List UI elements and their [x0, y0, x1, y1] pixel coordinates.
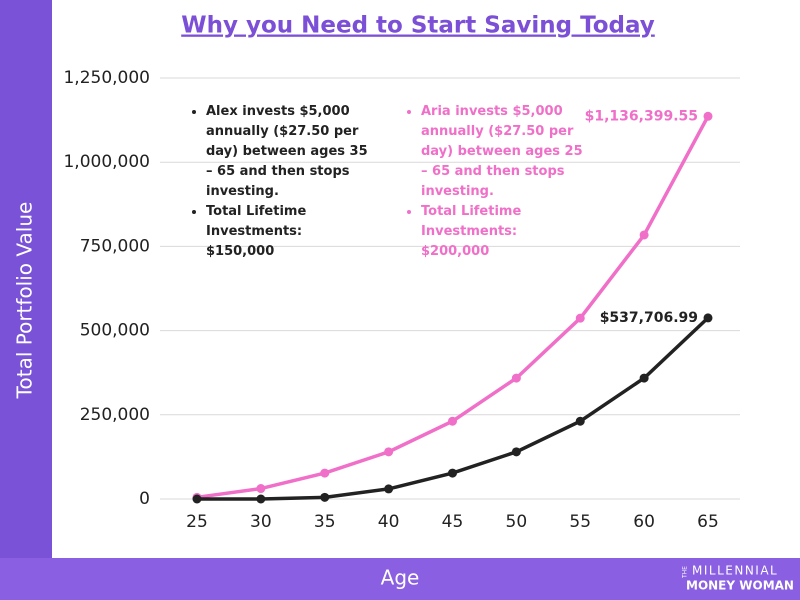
x-tick-label: 60 — [633, 512, 655, 532]
data-point — [192, 494, 202, 504]
note-list: Aria invests $5,000 annually ($27.50 per… — [405, 102, 585, 262]
y-tick-label: 250,000 — [80, 405, 150, 425]
data-point — [639, 230, 649, 240]
left-band — [0, 0, 52, 600]
x-tick-label: 40 — [378, 512, 400, 532]
x-tick-label: 25 — [186, 512, 208, 532]
data-point — [320, 492, 330, 502]
data-point — [320, 468, 330, 478]
note-item: Alex invests $5,000 annually ($27.50 per… — [206, 102, 370, 202]
data-point — [448, 416, 457, 426]
data-point — [575, 313, 585, 323]
note-block: Alex invests $5,000 annually ($27.50 per… — [190, 102, 370, 262]
value-label: $1,136,399.55 — [585, 108, 698, 124]
y-axis-label: Total Portfolio Value — [13, 202, 37, 400]
x-tick-label: 30 — [250, 512, 272, 532]
data-point — [639, 373, 649, 383]
data-point — [384, 484, 394, 494]
data-point — [703, 111, 713, 121]
data-point — [575, 416, 585, 426]
data-point — [703, 313, 713, 323]
chart-title: Why you Need to Start Saving Today — [181, 13, 655, 39]
y-tick-label: 0 — [139, 489, 150, 509]
x-axis-label: Age — [381, 566, 420, 590]
data-point — [511, 373, 521, 383]
data-point — [511, 447, 521, 457]
note-item: Aria invests $5,000 annually ($27.50 per… — [421, 102, 585, 202]
data-point — [384, 447, 394, 457]
value-label: $537,706.99 — [600, 310, 698, 326]
data-point — [256, 484, 266, 494]
y-tick-label: 1,250,000 — [63, 68, 150, 88]
bottom-band — [0, 558, 800, 600]
note-item: Total Lifetime Investments: $200,000 — [421, 202, 585, 262]
y-tick-label: 500,000 — [80, 321, 150, 341]
data-point — [256, 494, 266, 504]
logo-line: MILLENNIAL — [692, 564, 778, 578]
x-tick-label: 65 — [697, 512, 719, 532]
x-tick-label: 35 — [314, 512, 336, 532]
note-item: Total Lifetime Investments: $150,000 — [206, 202, 370, 262]
y-tick-label: 750,000 — [80, 236, 150, 256]
y-tick-label: 1,000,000 — [63, 152, 150, 172]
logo-line: MONEY WOMAN — [686, 579, 794, 593]
logo-prefix: THE — [682, 566, 689, 579]
x-tick-label: 45 — [442, 512, 464, 532]
note-block: Aria invests $5,000 annually ($27.50 per… — [405, 102, 585, 262]
x-tick-label: 50 — [506, 512, 528, 532]
data-point — [448, 468, 457, 478]
x-tick-label: 55 — [569, 512, 591, 532]
note-list: Alex invests $5,000 annually ($27.50 per… — [190, 102, 370, 262]
